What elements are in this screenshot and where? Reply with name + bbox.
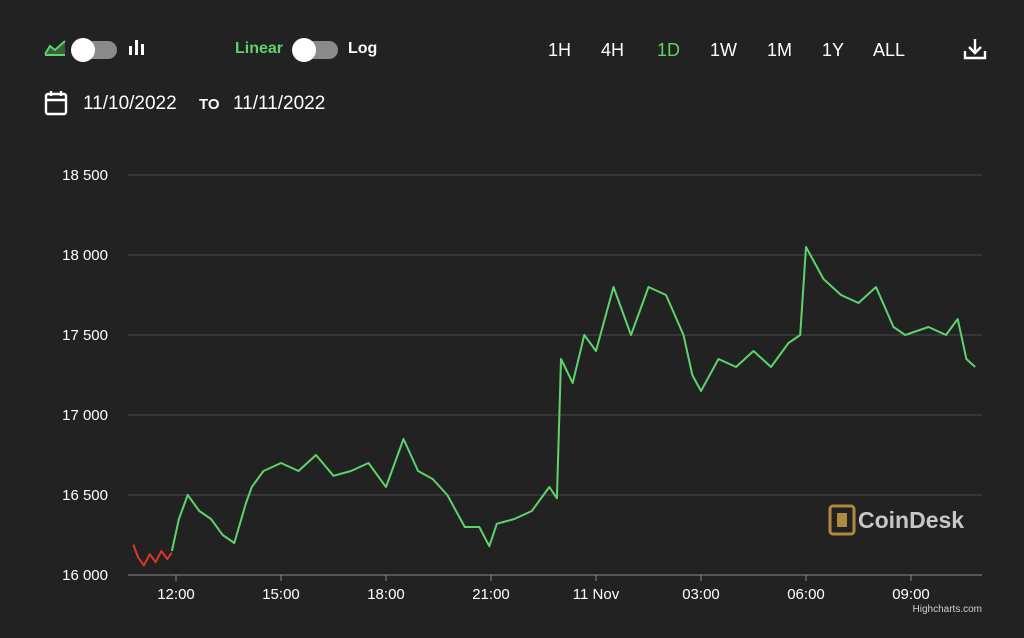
range-1w[interactable]: 1W [710, 40, 737, 60]
range-1h[interactable]: 1H [548, 40, 572, 60]
price-line-down [132, 544, 173, 567]
y-tick-label: 18 500 [62, 167, 108, 184]
highcharts-credit[interactable]: Highcharts.com [912, 604, 982, 615]
y-tick-label: 16 500 [62, 487, 108, 504]
x-tick-label: 09:00 [892, 586, 930, 603]
y-tick-label: 16 000 [62, 567, 108, 584]
x-tick-label: 18:00 [367, 586, 405, 603]
x-tick-label: 11 Nov [573, 586, 620, 603]
date-to-label: TO [199, 96, 220, 113]
area-chart-icon[interactable] [44, 38, 66, 61]
x-tick-label: 03:00 [682, 586, 720, 603]
x-tick-label: 15:00 [262, 586, 300, 603]
range-1m[interactable]: 1M [767, 40, 793, 60]
range-all[interactable]: ALL [873, 40, 906, 60]
y-axis-ticks: 16 000 16 500 17 000 17 500 18 000 18 500 [62, 167, 108, 584]
calendar-icon[interactable] [44, 90, 68, 121]
chart-type-toggle[interactable] [71, 38, 117, 62]
x-tick-label: 12:00 [157, 586, 195, 603]
x-tick-label: 06:00 [787, 586, 825, 603]
range-1d[interactable]: 1D [657, 40, 681, 60]
coindesk-logo-icon [828, 504, 856, 536]
watermark-text: CoinDesk [858, 507, 964, 533]
scale-toggle[interactable] [292, 38, 338, 62]
x-axis-ticks: 12:00 15:00 18:00 21:00 11 Nov 03:00 06:00 09:0… [157, 575, 930, 603]
linear-scale-label[interactable]: Linear [235, 40, 284, 57]
range-4h[interactable]: 4H [601, 40, 625, 60]
price-series [132, 246, 976, 567]
y-tick-label: 17 500 [62, 327, 108, 344]
date-to[interactable]: 11/11/2022 [233, 93, 326, 114]
date-from[interactable]: 11/10/2022 [83, 93, 177, 114]
grid-lines [128, 174, 982, 576]
x-tick-label: 21:00 [472, 586, 510, 603]
y-tick-label: 17 000 [62, 407, 108, 424]
log-scale-label[interactable]: Log [348, 40, 378, 57]
y-tick-label: 18 000 [62, 247, 108, 264]
download-icon[interactable] [963, 38, 987, 65]
price-line-up [170, 246, 976, 552]
bar-chart-icon[interactable] [128, 38, 148, 61]
range-1y[interactable]: 1Y [822, 40, 845, 60]
coindesk-watermark: CoinDesk [828, 504, 964, 536]
toolbar: Linear Log 1H 4H 1D 1W 1M 1Y ALL [0, 0, 1024, 80]
